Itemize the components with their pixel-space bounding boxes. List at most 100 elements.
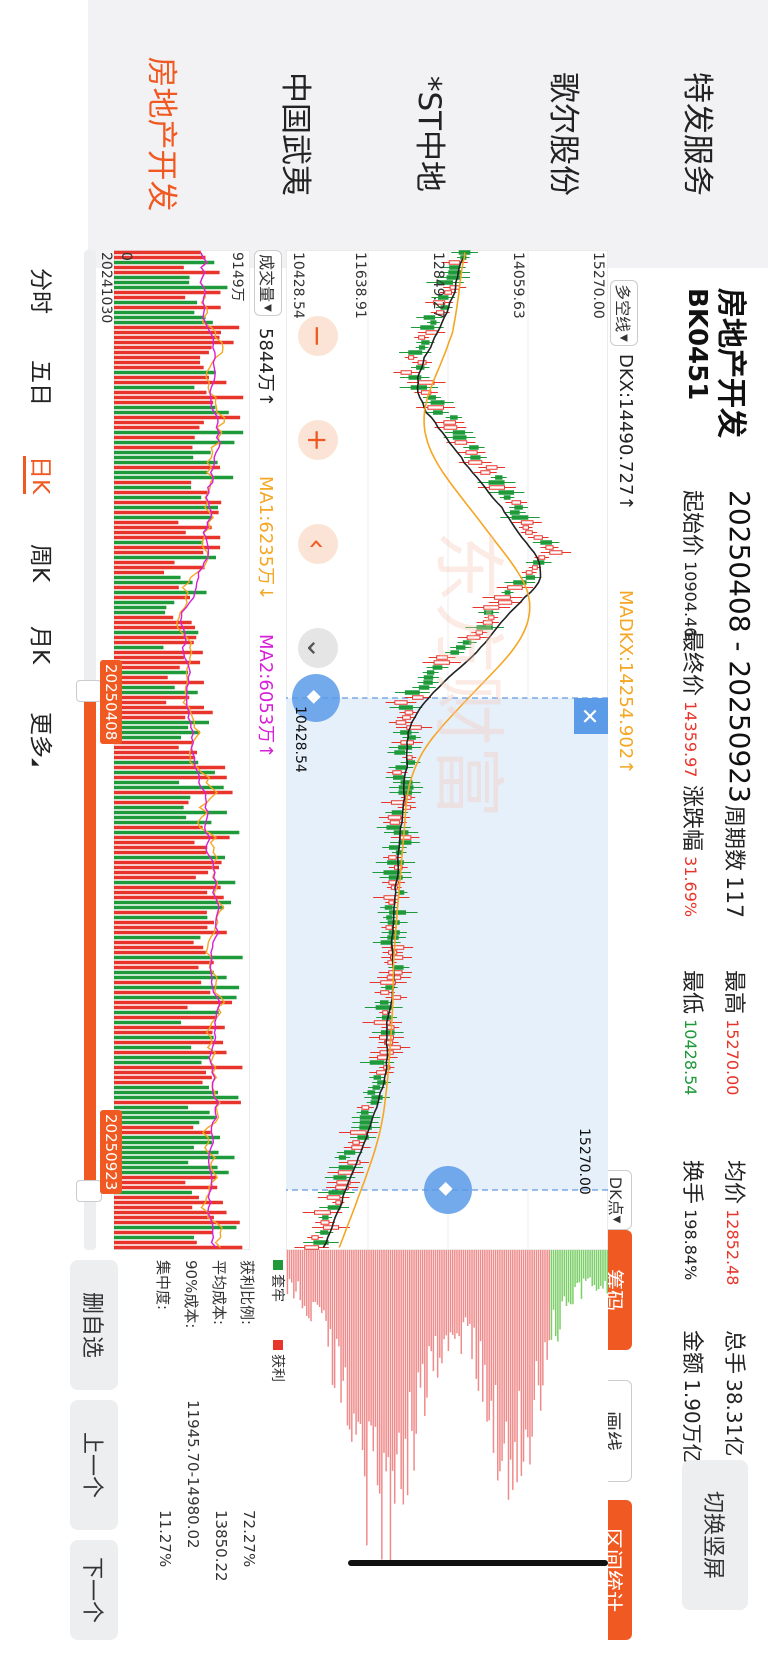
chip-bar [481,1250,484,1402]
delete-favorite-button[interactable]: 删自选 [70,1260,118,1390]
volume-bar [114,685,175,690]
candles [294,250,572,1250]
scroll-left-icon[interactable]: ‹ [298,524,338,564]
chip-bar [542,1250,544,1386]
sector-tab-wuyi[interactable]: 中国武夷 [277,72,314,196]
collapse-icon[interactable]: ⌄ [298,628,338,668]
previous-button[interactable]: 上一个 [70,1400,118,1530]
volume-bar [114,735,182,740]
home-indicator [348,1560,608,1566]
dropdown-icon: ▼ [611,1215,623,1224]
tab-intraday[interactable]: 分时 [27,268,53,314]
tab-more[interactable]: 更多◢ [27,712,53,766]
candle-body [462,640,472,645]
candle-body [483,605,500,610]
candle-body [359,1115,373,1120]
volume-bar [114,850,207,855]
chip-bar [372,1250,375,1452]
candle-body [338,1155,347,1160]
chip-bar [445,1250,447,1336]
candle-body [388,845,400,850]
volume-bar [114,775,227,780]
volume-bar [114,465,221,470]
candle-body [388,900,395,905]
zoom-out-icon[interactable]: − [298,316,338,356]
date-range: 20250408 - 20250923 [723,490,756,803]
tab-daily-k[interactable]: 日K [23,456,60,495]
candle-body [385,925,393,930]
next-button[interactable]: 下一个 [70,1540,118,1640]
candle-body [483,610,494,615]
volume-bar [114,575,181,580]
volume-bar [114,640,194,645]
volume-bar [114,605,167,610]
sector-tab-st-zhongdi[interactable]: *ST中地 [411,75,448,193]
zoom-in-icon[interactable]: + [298,420,338,460]
volume-bar [114,380,227,385]
volume-bar [114,250,201,255]
volume-bar [114,1245,243,1250]
left-handle-icon[interactable]: ◆ [292,674,340,722]
range-handle-left[interactable] [76,680,102,702]
chip-bar [471,1250,473,1360]
low-marker: 10428.54 [292,706,308,773]
candle-body [336,1180,351,1185]
chip-bar [497,1250,499,1481]
sector-tab-goer[interactable]: 歌尔股份 [545,72,582,196]
candle-body [380,940,393,945]
candle-body [384,905,393,910]
dkx-value: DKX:14490.727↑ [615,354,636,511]
volume-bar [114,970,214,975]
candle-body [383,895,400,900]
right-handle-icon[interactable]: ◆ [424,1166,472,1214]
volume-bar [114,1040,224,1045]
candle-body [333,1175,347,1180]
chip-bar [348,1250,351,1430]
candle-body [386,1045,401,1050]
candle-body [425,330,438,335]
volume-bar [114,495,202,500]
chip-bar [565,1250,568,1307]
volume-bar [114,485,192,490]
sector-tab-real-estate[interactable]: 房地产开发 [143,56,180,212]
candle-body [507,585,523,590]
chip-bar [466,1250,469,1326]
chip-bar [512,1250,514,1490]
volume-axis-top: 9149万 [229,252,245,302]
tab-monthly-k[interactable]: 月K [27,626,53,665]
switch-portrait-button[interactable]: 切换竖屏 [682,1460,748,1610]
kline-chart[interactable]: 东方财富 ✕ ◆ ◆ 15270.00 10428.54 [286,250,608,1250]
volume-bar [114,1080,203,1085]
chip-bar [469,1250,471,1324]
candle-body [470,455,481,460]
volume-bar [114,1085,209,1090]
chip-bar [436,1250,439,1378]
indicator-selector[interactable]: 多空线 ▼ [610,280,638,346]
tab-five-day[interactable]: 五日 [27,360,53,406]
chip-bar [473,1250,475,1328]
sector-tab-tefa[interactable]: 特发服务 [679,72,716,196]
candle-body [423,680,433,685]
range-slider-track[interactable] [76,250,102,1250]
chip-bar [552,1250,555,1310]
volume-bar [114,675,168,680]
candle-body [402,715,411,720]
tab-weekly-k[interactable]: 周K [27,544,53,583]
range-handle-right[interactable] [76,1180,102,1202]
chip-bar [548,1250,551,1341]
chip-bar [288,1250,291,1280]
volume-selector[interactable]: 成交量 ▼ [254,250,282,316]
volume-bar [114,515,212,520]
candle-body [444,290,453,295]
candle-body [480,470,491,475]
chip-bar [554,1250,557,1337]
header: 房地产开发 BK0451 20250408 - 20250923 起始价 109… [636,280,756,1650]
selection-close-icon[interactable]: ✕ [574,698,608,734]
chip-bar [417,1250,420,1373]
chip-bar [383,1250,385,1453]
dropdown-icon: ▼ [262,304,274,312]
chip-bar [325,1250,327,1321]
chip-bar [484,1250,486,1365]
chip-bar [387,1250,390,1458]
volume-bar [114,290,221,295]
